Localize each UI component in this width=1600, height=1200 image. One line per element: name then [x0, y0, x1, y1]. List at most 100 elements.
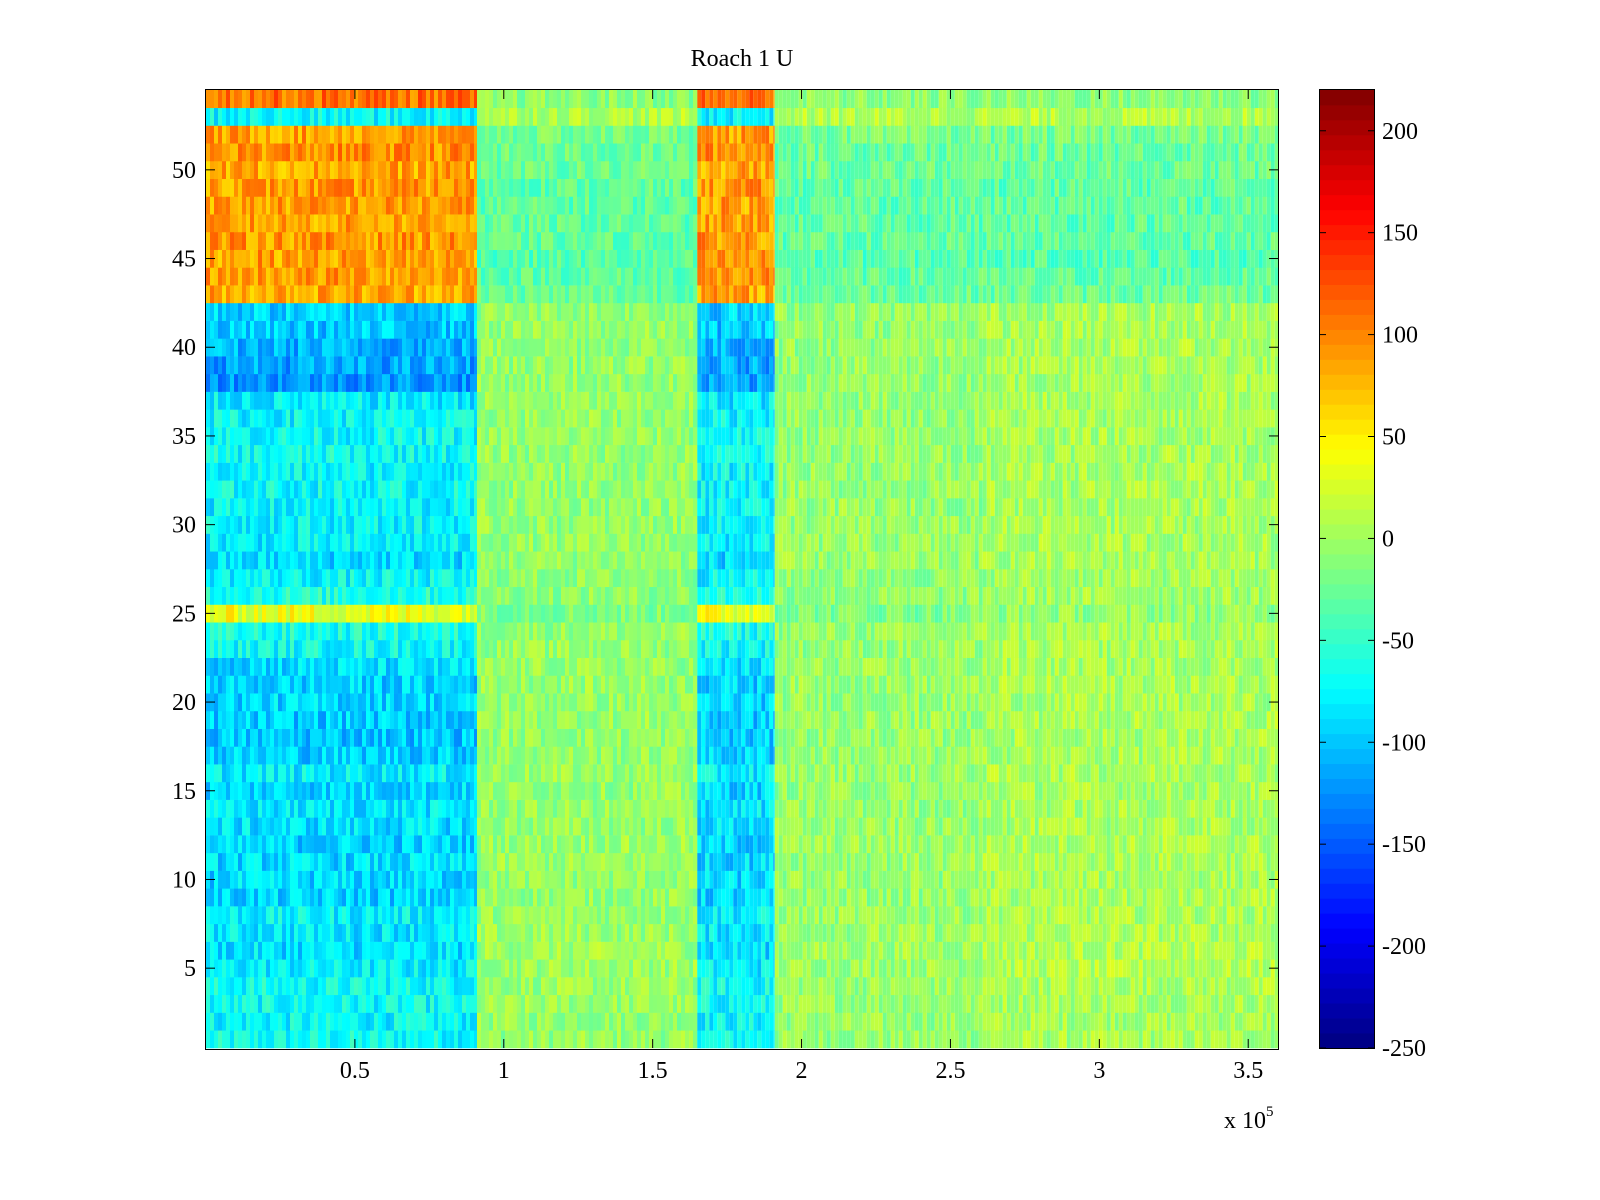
heatmap-cell — [358, 799, 362, 818]
heatmap-cell — [222, 781, 226, 800]
heatmap-cell — [741, 870, 746, 889]
heatmap-cell — [1190, 728, 1195, 747]
heatmap-cell — [274, 817, 278, 836]
heatmap-cell — [266, 870, 270, 889]
heatmap-cell — [577, 1030, 581, 1049]
heatmap-cell — [733, 835, 738, 854]
heatmap-cell — [613, 994, 617, 1013]
heatmap-cell — [561, 994, 565, 1013]
heatmap-cell — [1146, 1030, 1151, 1049]
heatmap-cell — [1250, 852, 1255, 871]
heatmap-cell — [761, 728, 766, 747]
heatmap-cell — [358, 710, 362, 729]
heatmap-cell — [617, 994, 621, 1013]
heatmap-cell — [713, 710, 718, 729]
heatmap-cell — [418, 781, 422, 800]
heatmap-cell — [958, 906, 963, 925]
heatmap-cell — [549, 1012, 553, 1031]
heatmap-cell — [922, 1012, 927, 1031]
heatmap-cell — [290, 764, 294, 783]
heatmap-cell — [745, 959, 750, 978]
heatmap-cell — [1046, 888, 1051, 907]
heatmap-cell — [1266, 799, 1271, 818]
heatmap-cell — [1250, 781, 1255, 800]
heatmap-cell — [1130, 1012, 1135, 1031]
heatmap-cell — [938, 817, 943, 836]
heatmap-cell — [1070, 888, 1075, 907]
heatmap-cell — [1198, 799, 1203, 818]
heatmap-cell — [986, 764, 991, 783]
heatmap-cell — [497, 728, 501, 747]
heatmap-cell — [818, 906, 823, 925]
heatmap-cell — [1174, 1030, 1179, 1049]
heatmap-cell — [282, 977, 286, 996]
heatmap-cell — [553, 817, 557, 836]
heatmap-cell — [390, 977, 394, 996]
heatmap-cell — [786, 728, 791, 747]
heatmap-cell — [1038, 994, 1043, 1013]
heatmap-cell — [553, 728, 557, 747]
heatmap-cell — [1006, 728, 1011, 747]
heatmap-cell — [705, 994, 710, 1013]
heatmap-cell — [657, 941, 661, 960]
heatmap-cell — [450, 923, 454, 942]
heatmap-cell — [330, 870, 334, 889]
heatmap-cell — [557, 888, 561, 907]
heatmap-cell — [326, 710, 330, 729]
heatmap-cell — [1158, 799, 1163, 818]
heatmap-cell — [1030, 852, 1035, 871]
heatmap-cell — [906, 959, 911, 978]
heatmap-cell — [517, 1012, 521, 1031]
heatmap-cell — [1218, 888, 1223, 907]
heatmap-cell — [782, 817, 787, 836]
heatmap-cell — [549, 852, 553, 871]
heatmap-cell — [822, 728, 827, 747]
heatmap-cell — [597, 817, 601, 836]
heatmap-cell — [866, 923, 871, 942]
heatmap-cell — [362, 923, 366, 942]
heatmap-cell — [1254, 728, 1259, 747]
heatmap-cell — [661, 799, 665, 818]
heatmap-cell — [1050, 1030, 1055, 1049]
heatmap-cell — [222, 710, 226, 729]
heatmap-cell — [641, 746, 645, 765]
heatmap-cell — [597, 923, 601, 942]
heatmap-cell — [1114, 728, 1119, 747]
heatmap-cell — [529, 870, 533, 889]
heatmap-cell — [862, 994, 867, 1013]
heatmap-cell — [1090, 817, 1095, 836]
heatmap-cell — [497, 1012, 501, 1031]
heatmap-cell — [1134, 870, 1139, 889]
heatmap-cell — [1010, 941, 1015, 960]
heatmap-cell — [1054, 835, 1059, 854]
heatmap-cell — [693, 835, 697, 854]
heatmap-cell — [778, 817, 783, 836]
heatmap-cell — [950, 852, 955, 871]
heatmap-cell — [222, 959, 226, 978]
heatmap-cell — [310, 781, 314, 800]
heatmap-cell — [573, 799, 577, 818]
heatmap-cell — [246, 959, 250, 978]
heatmap-cell — [894, 1012, 899, 1031]
heatmap-cell — [394, 906, 398, 925]
heatmap-cell — [1122, 994, 1127, 1013]
heatmap-cell — [525, 1030, 529, 1049]
heatmap-cell — [930, 817, 935, 836]
heatmap-cell — [938, 781, 943, 800]
heatmap-cell — [1270, 977, 1275, 996]
heatmap-cell — [1134, 977, 1139, 996]
heatmap-cell — [830, 959, 835, 978]
heatmap-cell — [842, 835, 847, 854]
heatmap-cell — [1070, 870, 1075, 889]
heatmap-cell — [1110, 906, 1115, 925]
heatmap-cell — [493, 1030, 497, 1049]
heatmap-cell — [242, 994, 246, 1013]
heatmap-cell — [358, 835, 362, 854]
heatmap-cell — [910, 728, 915, 747]
heatmap-cell — [1118, 977, 1123, 996]
heatmap-cell — [1226, 888, 1231, 907]
heatmap-cell — [737, 1012, 742, 1031]
heatmap-cell — [1082, 799, 1087, 818]
heatmap-cell — [438, 941, 442, 960]
heatmap-cell — [477, 817, 481, 836]
